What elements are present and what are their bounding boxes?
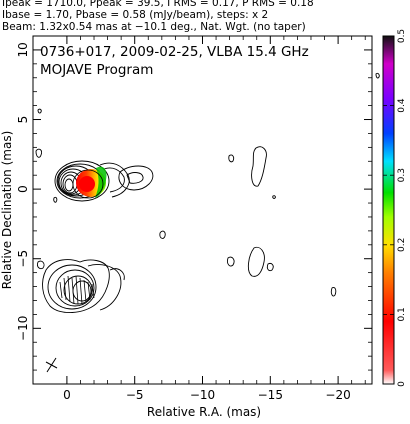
x-tick-label: −20 xyxy=(325,388,350,402)
colorbar-tick-label: 0 xyxy=(397,381,407,387)
x-axis-label: Relative R.A. (mas) xyxy=(147,405,261,419)
beam-marker xyxy=(45,357,58,373)
x-tick-label: 0 xyxy=(63,388,71,402)
colorbar-tick-label: 0.5 xyxy=(397,29,407,43)
header-line-2: Ibase = 1.70, Pbase = 0.58 (mJy/beam), s… xyxy=(2,9,269,21)
colorbar-tick-label: 0.1 xyxy=(397,307,407,321)
header-line-3: Beam: 1.32x0.54 mas at −10.1 deg., Nat. … xyxy=(2,21,306,33)
polarization-vectors xyxy=(59,275,95,305)
axes: 0 −5 −10 −15 −20 10 5 0 −5 −10 xyxy=(16,36,372,402)
jet-contours xyxy=(35,72,380,239)
x-tick-label: −10 xyxy=(190,388,215,402)
x-tick-label: −5 xyxy=(126,388,144,402)
y-tick-label: −10 xyxy=(16,316,30,341)
colorbar-tick-label: 0.3 xyxy=(397,168,407,182)
y-tick-label: 5 xyxy=(16,116,30,124)
plot-frame xyxy=(32,35,373,385)
y-tick-label: −5 xyxy=(16,250,30,268)
y-axis-label: Relative Declination (mas) xyxy=(0,131,14,290)
header-line-1: Ipeak = 1710.0, Ppeak = 39.5, I RMS = 0.… xyxy=(2,0,314,9)
y-tick-label: 10 xyxy=(16,42,30,57)
plot-title: 0736+017, 2009-02-25, VLBA 15.4 GHz xyxy=(40,44,309,60)
colorbar xyxy=(382,35,395,385)
y-tick-label: 0 xyxy=(16,185,30,193)
polarization-blob xyxy=(72,166,107,199)
colorbar-ticks: 0 0.1 0.2 0.3 0.4 0.5 xyxy=(383,29,407,387)
colorbar-tick-label: 0.4 xyxy=(397,98,407,113)
x-tick-label: −15 xyxy=(258,388,283,402)
colorbar-tick-label: 0.2 xyxy=(397,238,407,252)
plot-subtitle: MOJAVE Program xyxy=(40,62,153,78)
